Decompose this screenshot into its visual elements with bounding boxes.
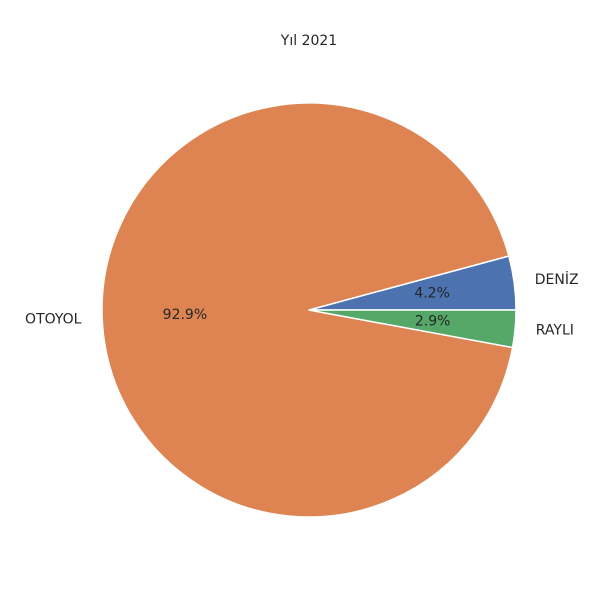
pie-pct-label: 2.9% bbox=[415, 313, 451, 329]
pie-category-label: OTOYOL bbox=[25, 311, 82, 327]
pie-pct-label: 4.2% bbox=[414, 286, 450, 302]
pie-category-label: DENİZ bbox=[535, 270, 579, 288]
pie-labels: 4.2% DENİZ 92.9% OTOYOL 2.9% RAYLI bbox=[25, 270, 578, 339]
chart-title: Yıl 2021 bbox=[280, 33, 337, 49]
pie-slices bbox=[101, 102, 517, 518]
pie-slice-otoyol bbox=[101, 102, 514, 518]
pie-slice-rayli bbox=[308, 309, 517, 349]
pie-pct-label: 92.9% bbox=[163, 307, 207, 323]
pie-category-label: RAYLI bbox=[536, 323, 574, 339]
